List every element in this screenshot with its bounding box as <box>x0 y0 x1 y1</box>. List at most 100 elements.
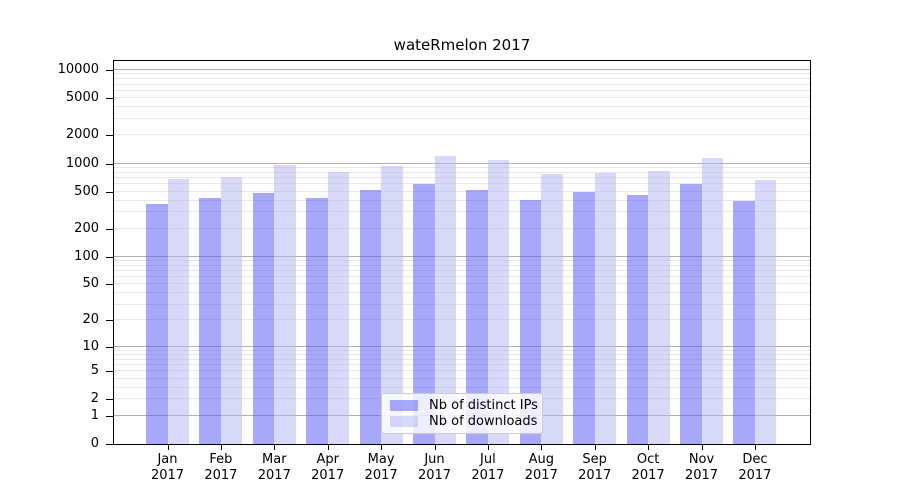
bar-dec-downloads <box>754 180 777 444</box>
bar-jan-downloads <box>167 178 189 444</box>
y-tick-label: 50 <box>82 276 99 292</box>
bars-layer <box>114 61 810 444</box>
bar-nov-downloads <box>701 157 723 444</box>
x-tick-label: Feb 2017 <box>204 452 238 483</box>
bar-oct-ips <box>626 195 649 444</box>
gridline-minor <box>114 319 810 321</box>
gridline-minor <box>114 166 810 168</box>
x-tick-mark <box>381 445 383 450</box>
gridline-major <box>114 255 810 257</box>
x-tick-label: Jan 2017 <box>150 452 185 483</box>
x-tick-mark <box>327 445 329 450</box>
y-tick-mark <box>106 163 113 165</box>
x-tick-label: Apr 2017 <box>311 452 345 483</box>
plot-area: Nb of distinct IPs Nb of downloads <box>113 60 811 445</box>
bar-jan-ips <box>146 203 168 444</box>
gridline-minor <box>114 283 810 285</box>
gridline-minor <box>114 370 810 372</box>
bar-aug-downloads <box>541 173 563 444</box>
bar-apr-ips <box>306 198 328 444</box>
gridline-minor <box>114 106 810 108</box>
x-tick-mark <box>648 445 650 450</box>
y-tick-label: 1 <box>90 407 99 423</box>
y-tick-label: 10 <box>82 338 99 354</box>
gridline-major <box>114 69 810 71</box>
x-tick-mark <box>434 445 436 450</box>
gridline-minor <box>114 199 810 201</box>
gridline-minor <box>114 269 810 271</box>
y-tick-mark <box>106 98 113 100</box>
legend: Nb of distinct IPs Nb of downloads <box>381 393 543 434</box>
y-tick-label: 10000 <box>57 62 99 78</box>
y-tick-label: 20 <box>82 312 99 328</box>
x-tick-label: Mar 2017 <box>257 452 291 483</box>
x-tick-mark <box>274 445 276 450</box>
y-tick-mark <box>106 228 113 230</box>
y-tick-mark <box>106 256 113 258</box>
gridline-minor <box>114 292 810 294</box>
gridline-major <box>114 162 810 164</box>
gridline-major <box>114 345 810 347</box>
gridline-minor <box>114 83 810 85</box>
gridline-minor <box>114 78 810 80</box>
y-tick-mark <box>106 415 113 417</box>
y-tick-mark <box>106 371 113 373</box>
x-tick-label: May 2017 <box>364 452 398 483</box>
bar-nov-ips <box>680 184 702 444</box>
x-tick-mark <box>220 445 222 450</box>
y-tick-mark <box>106 320 113 322</box>
gridline-minor <box>114 386 810 388</box>
y-tick-label: 2 <box>90 391 99 407</box>
bar-may-ips <box>359 190 382 444</box>
gridline-minor <box>114 134 810 136</box>
gridline-minor <box>114 171 810 173</box>
bar-feb-ips <box>199 198 221 444</box>
x-tick-mark <box>701 445 703 450</box>
bar-jun-ips <box>413 184 435 444</box>
gridline-minor <box>114 303 810 305</box>
gridline-minor <box>114 353 810 355</box>
gridline-minor <box>114 176 810 178</box>
gridline-minor <box>114 73 810 75</box>
gridline-minor <box>114 227 810 229</box>
legend-swatch-downloads <box>390 416 418 428</box>
y-tick-label: 200 <box>74 220 99 236</box>
gridline-minor <box>114 117 810 119</box>
bar-mar-ips <box>252 192 275 444</box>
gridline-minor <box>114 259 810 261</box>
x-tick-mark <box>167 445 169 450</box>
x-tick-label: Sep 2017 <box>578 452 612 483</box>
gridline-minor <box>114 211 810 213</box>
y-tick-label: 5 <box>90 363 99 379</box>
x-tick-label: Dec 2017 <box>738 452 772 483</box>
y-tick-label: 100 <box>74 248 99 264</box>
y-tick-label: 500 <box>74 183 99 199</box>
gridline-minor <box>114 89 810 91</box>
legend-item-distinct-ips: Nb of distinct IPs <box>390 398 538 413</box>
y-tick-mark <box>106 284 113 286</box>
x-tick-mark <box>541 445 543 450</box>
x-tick-label: Nov 2017 <box>684 452 719 483</box>
gridline-minor <box>114 364 810 365</box>
y-tick-label: 5000 <box>65 90 99 106</box>
y-tick-mark <box>106 399 113 401</box>
gridline-minor <box>114 183 810 185</box>
legend-swatch-distinct-ips <box>390 399 418 411</box>
y-tick-mark <box>106 135 113 137</box>
bar-sep-ips <box>573 192 595 444</box>
y-tick-mark <box>106 70 113 72</box>
y-tick-label: 1000 <box>65 155 99 171</box>
legend-label-downloads: Nb of downloads <box>429 414 538 430</box>
bar-aug-ips <box>519 200 542 444</box>
bar-oct-downloads <box>648 170 670 444</box>
x-tick-label: Aug 2017 <box>524 452 558 483</box>
y-tick-mark <box>106 346 113 348</box>
gridline-minor <box>114 190 810 192</box>
bar-jul-downloads <box>487 160 510 444</box>
x-tick-mark <box>754 445 756 450</box>
y-tick-label: 2000 <box>65 127 99 143</box>
bar-dec-ips <box>733 200 755 444</box>
gridline-minor <box>114 264 810 266</box>
bar-jun-downloads <box>434 156 456 444</box>
gridline-minor <box>114 349 810 351</box>
